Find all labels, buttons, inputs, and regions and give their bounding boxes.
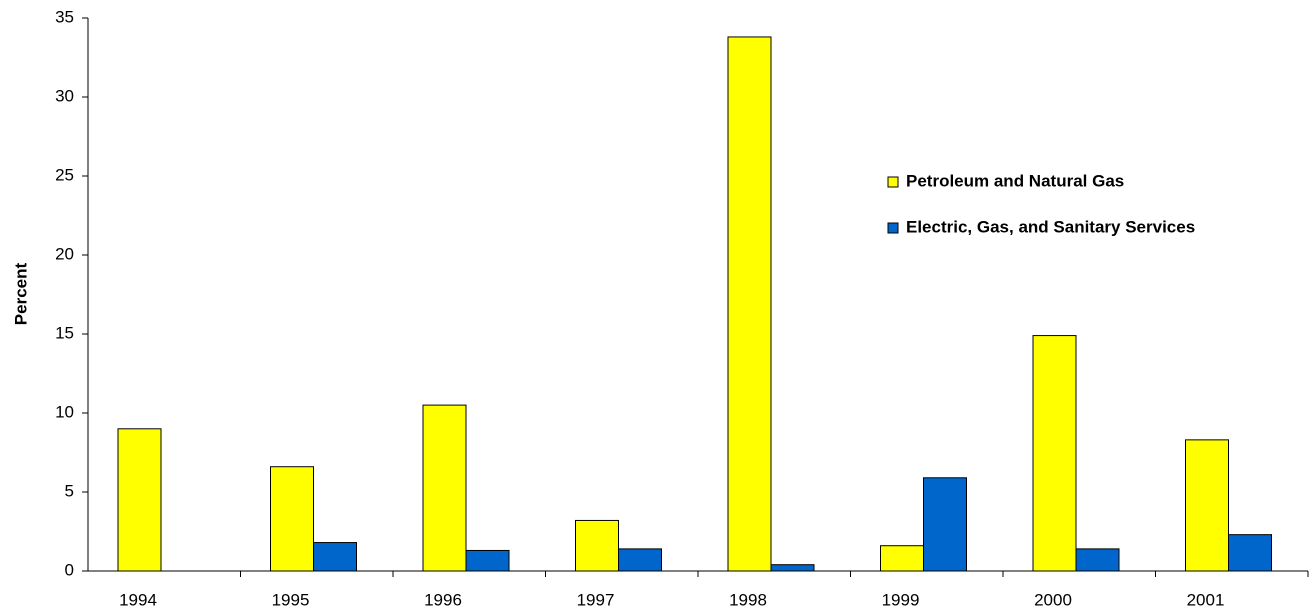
y-tick-label: 25 [55, 165, 74, 184]
x-tick-label: 1994 [119, 590, 157, 609]
y-tick-label: 35 [55, 7, 74, 26]
y-tick-label: 20 [55, 244, 74, 263]
y-axis-label: Percent [11, 262, 30, 325]
y-tick-label: 15 [55, 323, 74, 342]
bar [575, 519, 619, 572]
legend-swatch [887, 176, 899, 188]
bar [923, 477, 967, 572]
bar [1185, 439, 1229, 572]
y-tick-label: 0 [65, 560, 74, 579]
bar [1228, 534, 1272, 572]
bar [270, 466, 314, 572]
y-tick-label: 30 [55, 86, 74, 105]
bar [880, 545, 924, 572]
y-tick-label: 10 [55, 402, 74, 421]
bar [422, 404, 467, 572]
legend-text: Electric, Gas, and Sanitary Services [906, 217, 1195, 236]
y-tick-label: 5 [65, 481, 74, 500]
bar [770, 564, 815, 572]
legend-text: Petroleum and Natural Gas [906, 171, 1124, 190]
bar [465, 549, 510, 572]
x-tick-label: 1995 [272, 590, 310, 609]
x-tick-label: 2001 [1187, 590, 1225, 609]
x-tick-label: 1997 [577, 590, 615, 609]
bar [618, 548, 662, 572]
bar [727, 36, 772, 572]
x-tick-label: 1996 [424, 590, 462, 609]
x-tick-label: 1999 [882, 590, 920, 609]
legend-swatch [887, 222, 899, 234]
x-tick-label: 1998 [729, 590, 767, 609]
x-tick-label: 2000 [1034, 590, 1072, 609]
bar [313, 542, 357, 572]
bar [1032, 335, 1077, 572]
bar [1075, 548, 1120, 572]
bar [117, 428, 162, 572]
